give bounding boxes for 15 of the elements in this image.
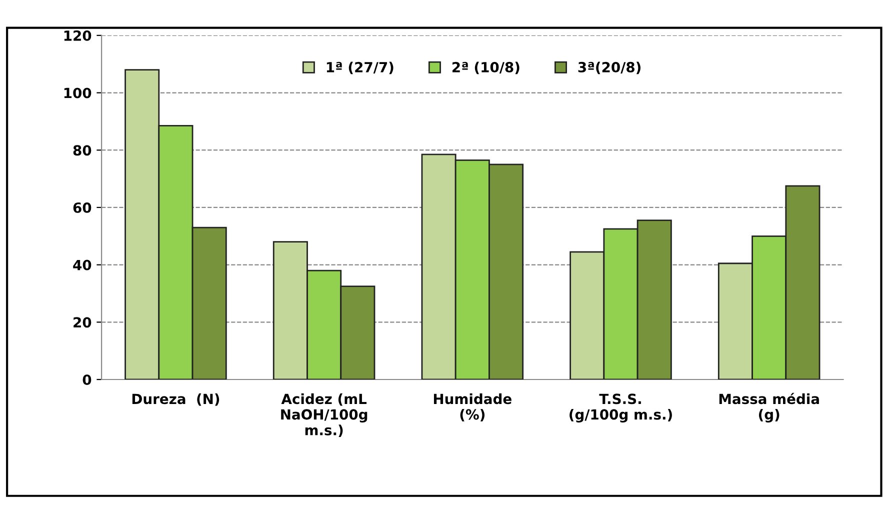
x-tick-label: Massa média (g) bbox=[719, 392, 819, 422]
x-tick-label: Dureza (N) bbox=[132, 393, 220, 406]
x-tick-label: T.S.S. (g/100g m.s.) bbox=[570, 394, 672, 422]
y-tick-label: 120 bbox=[64, 30, 92, 41]
y-tick-label: 100 bbox=[64, 88, 92, 98]
x-tick-label: Acidez (mL NaOH/100g m.s.) bbox=[281, 393, 368, 437]
x-tick-label: Humidade (%) bbox=[434, 393, 512, 422]
y-tick-label: 0 bbox=[82, 374, 92, 385]
y-tick-label: 20 bbox=[74, 317, 92, 328]
y-tick-label: 80 bbox=[73, 145, 92, 156]
y-tick-label: 40 bbox=[73, 260, 92, 270]
y-tick-label: 60 bbox=[73, 202, 92, 213]
legend-label: 2ª (10/8) bbox=[452, 62, 520, 74]
legend-label: 1ª (27/7) bbox=[326, 62, 394, 74]
legend-label: 3ª(20/8) bbox=[578, 62, 640, 74]
